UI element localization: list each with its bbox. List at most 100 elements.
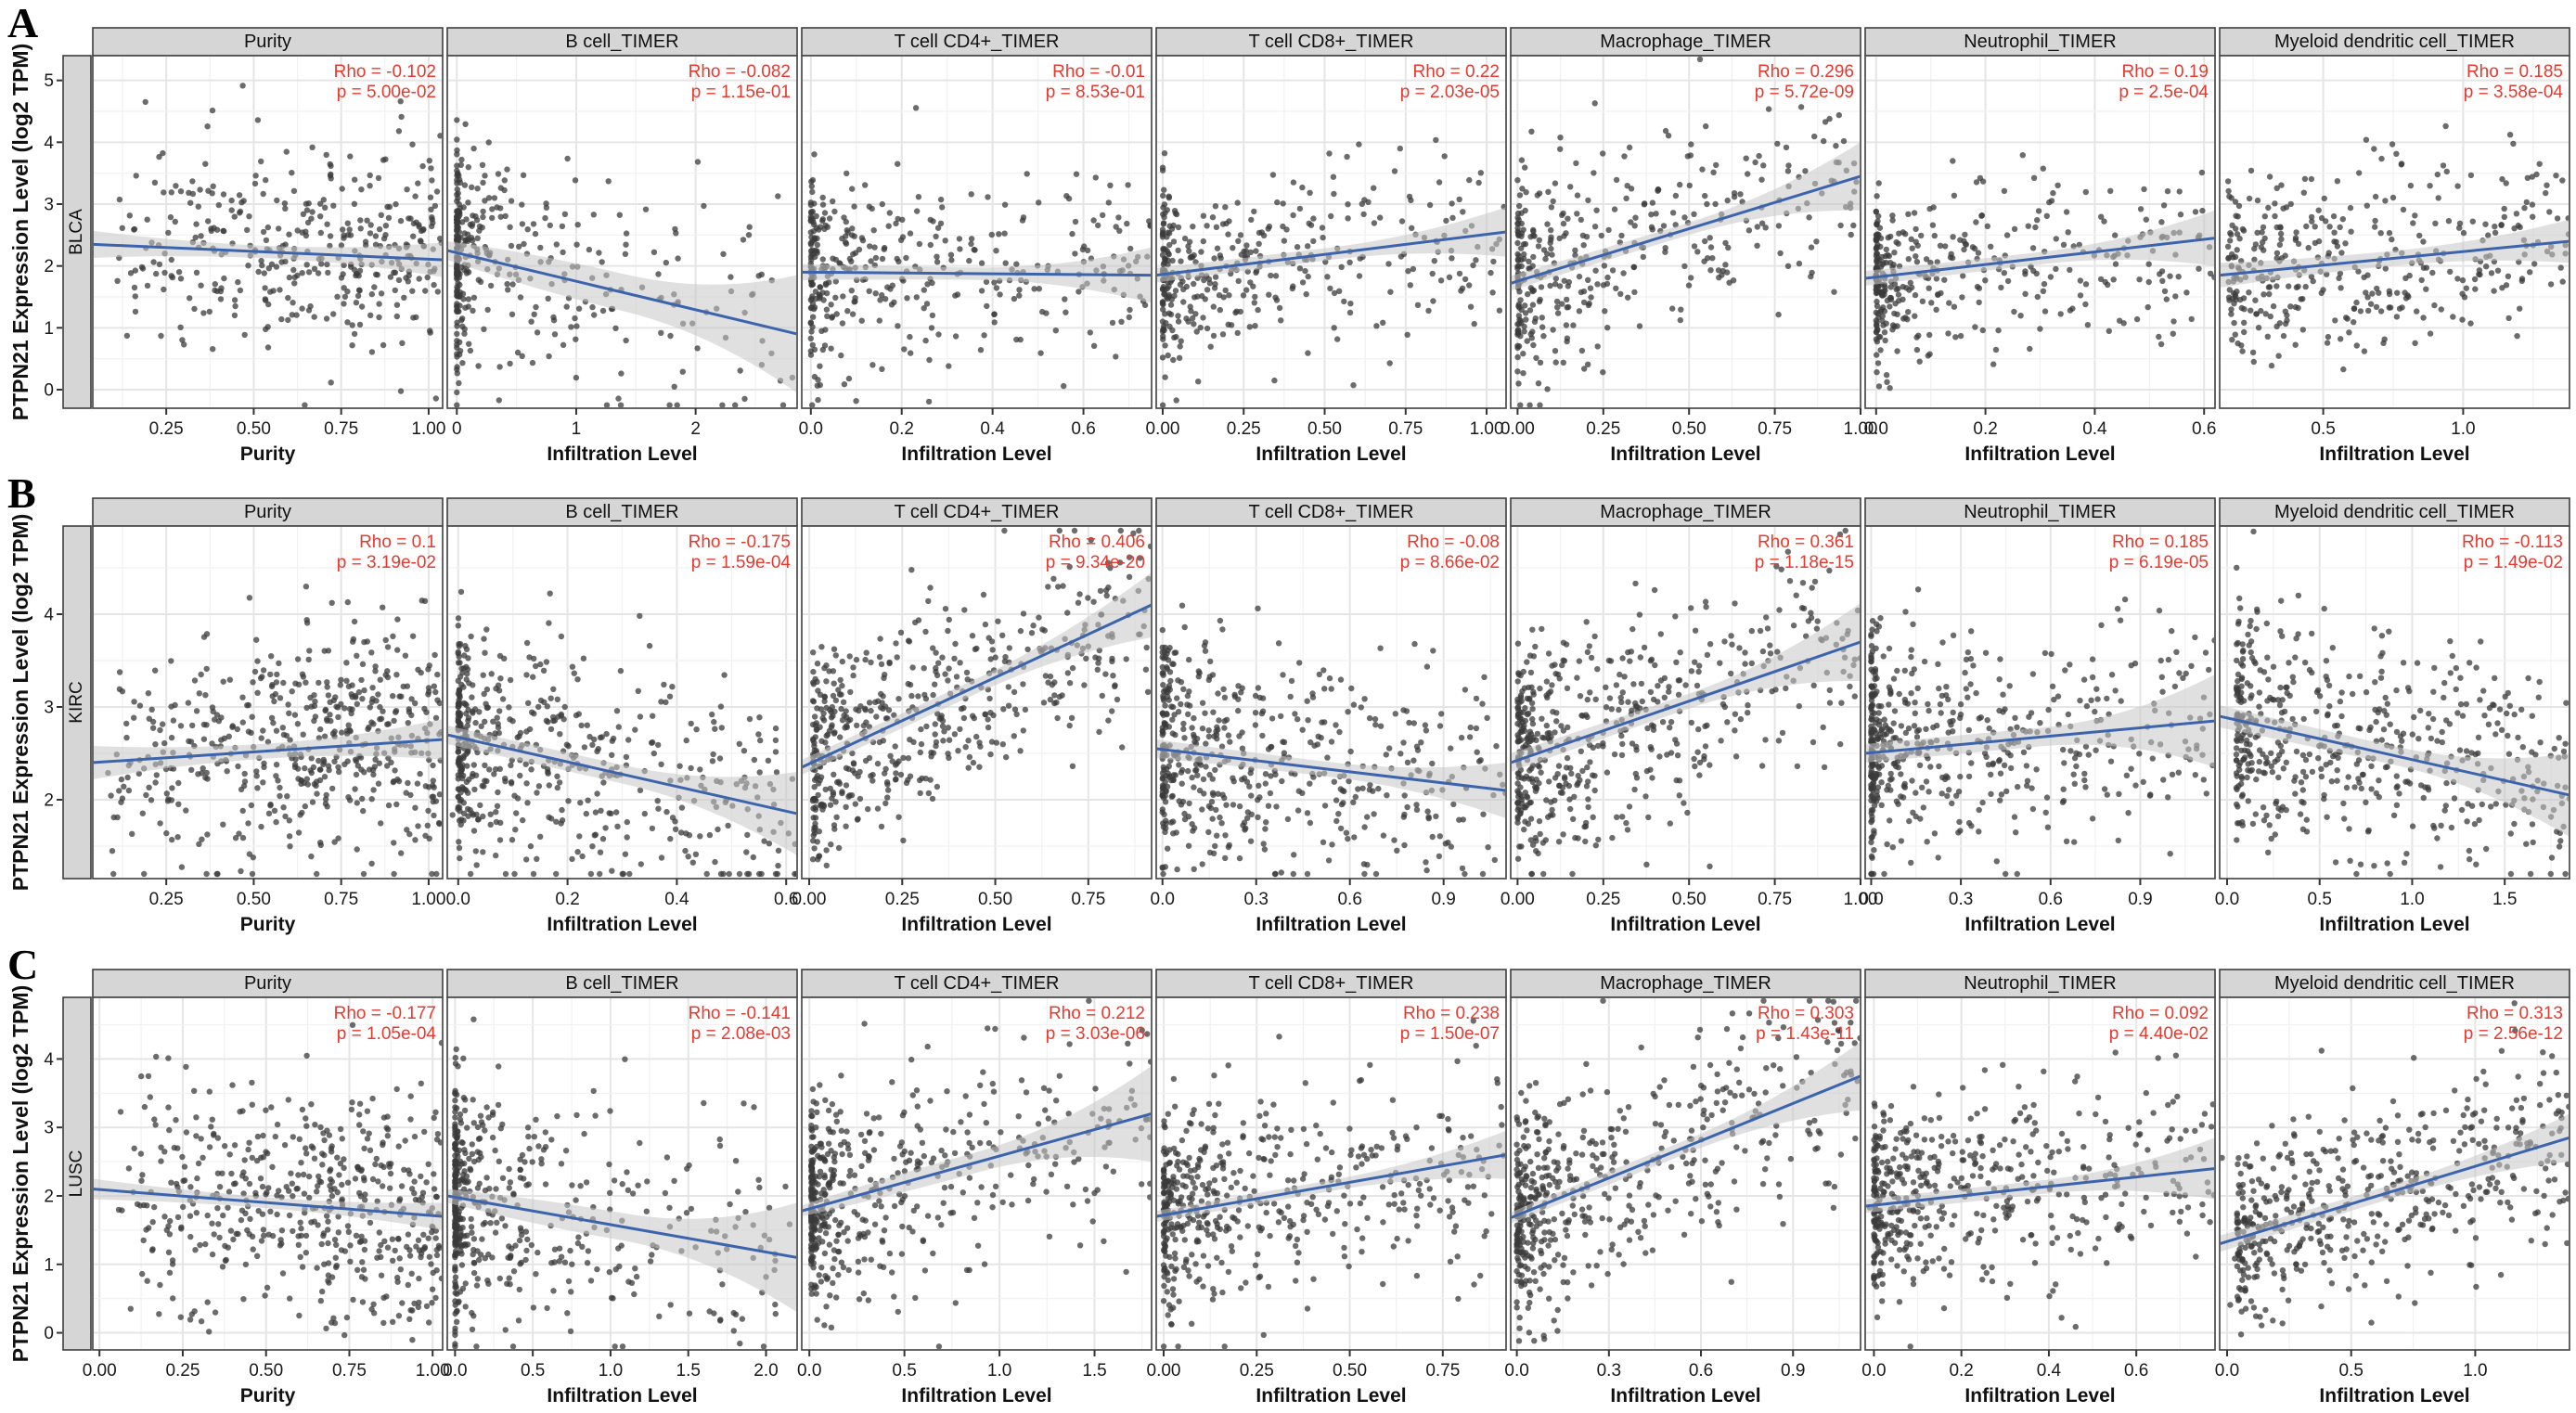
plot-area: [92, 996, 444, 1351]
scatter-panel: Purity Rho = 0.1p = 3.19e-02 0.25 0.50 0.75 1…: [92, 497, 445, 935]
scatter-points: [452, 1016, 793, 1349]
plot-inner: [803, 527, 1151, 878]
confidence-band: [2221, 219, 2569, 288]
plot-inner: [1512, 527, 1860, 878]
x-tick-label: 0.6: [1689, 1361, 1713, 1381]
x-axis-label: Infiltration Level: [2319, 443, 2469, 465]
regression-line: [2221, 239, 2569, 277]
x-tick-label: 0.0: [1151, 890, 1175, 909]
rho-annotation: Rho = -0.141: [689, 1004, 791, 1023]
p-annotation: p = 5.72e-09: [1755, 83, 1854, 102]
y-tick-label: 2: [44, 1187, 54, 1206]
x-tick-label: 0.25: [165, 1361, 200, 1381]
x-tick-label: 0.4: [980, 419, 1005, 439]
p-annotation: p = 3.19e-02: [337, 553, 436, 572]
x-tick-label: 0.5: [2338, 1361, 2363, 1381]
x-tick-label: 0.6: [2192, 419, 2216, 439]
x-tick-label: 0.0: [797, 1361, 821, 1381]
x-tick-label: 1.0: [599, 1361, 623, 1381]
rho-annotation: Rho = 0.19: [2122, 62, 2209, 82]
panel-title-strip: [446, 27, 798, 57]
x-axis-label: Infiltration Level: [1256, 1385, 1406, 1407]
x-tick-label: 2.0: [753, 1361, 778, 1381]
x-tick-label: 0.4: [2037, 1361, 2062, 1381]
x-tick-label: 0.9: [1431, 890, 1455, 909]
panel-title-strip: [92, 969, 444, 998]
x-axis-label: Infiltration Level: [1610, 443, 1760, 465]
p-annotation: p = 2.03e-05: [1400, 83, 1500, 102]
confidence-band: [94, 719, 442, 779]
y-tick-label: 4: [44, 606, 54, 625]
x-tick-label: 0.00: [1147, 1361, 1181, 1381]
panel-title: B cell_TIMER: [565, 502, 678, 522]
regression-line: [1866, 719, 2214, 755]
panel-title-strip: [1510, 969, 1861, 998]
scatter-points: [1159, 136, 1505, 407]
x-tick-label: 1.0: [987, 1361, 1011, 1381]
x-tick-label: 0.0: [1859, 890, 1883, 909]
plot-inner: [448, 57, 796, 407]
p-annotation: p = 1.18e-15: [1755, 553, 1854, 572]
regression-line: [94, 738, 442, 764]
p-annotation: p = 2.08e-03: [691, 1024, 791, 1044]
rho-annotation: Rho = 0.238: [1403, 1004, 1500, 1023]
regression-line: [803, 1112, 1151, 1213]
panel-title: T cell CD4+_TIMER: [894, 973, 1059, 994]
scatter-panel: T cell CD4+_TIMER Rho = -0.01p = 8.53e-01…: [799, 27, 1153, 465]
y-tick-label: 4: [44, 1050, 54, 1070]
p-annotation: p = 9.34e-20: [1046, 553, 1145, 572]
plot-inner: [94, 527, 442, 878]
rho-annotation: Rho = 0.1: [359, 533, 436, 552]
plot-inner: [1157, 57, 1505, 407]
scatter-panel: Myeloid dendritic cell_TIMER Rho = 0.185p…: [2219, 27, 2570, 465]
regression-line: [1866, 237, 2214, 280]
p-annotation: p = 1.49e-02: [2464, 553, 2563, 572]
regression-line: [803, 603, 1151, 769]
p-annotation: p = 5.00e-02: [337, 83, 436, 102]
confidence-band: [803, 572, 1151, 775]
panel-title-strip: [1510, 27, 1861, 57]
p-annotation: p = 4.40e-02: [2109, 1024, 2209, 1044]
plot-inner: [2221, 998, 2569, 1349]
confidence-band: [448, 726, 796, 855]
regression-line: [2221, 1136, 2569, 1245]
confidence-band: [2221, 705, 2569, 837]
cancer-strip-label: KIRC: [67, 681, 86, 723]
rho-annotation: Rho = 0.185: [2467, 62, 2563, 82]
rho-annotation: Rho = 0.212: [1049, 1004, 1145, 1023]
regression-line: [1512, 640, 1860, 764]
x-axis-label: Infiltration Level: [901, 1385, 1051, 1407]
x-axis-label: Infiltration Level: [901, 443, 1051, 465]
x-tick-label: 0.25: [1227, 419, 1261, 439]
rho-annotation: Rho = -0.102: [334, 62, 436, 82]
x-tick-label: 1.00: [1844, 890, 1878, 909]
plot-inner: [2221, 527, 2569, 878]
regression-line: [94, 242, 442, 262]
cancer-strip: [62, 55, 92, 409]
plot-inner: [1866, 57, 2214, 407]
x-tick-label: 0.0: [2215, 890, 2239, 909]
scatter-points: [1513, 998, 1860, 1344]
y-tick-label: 5: [44, 71, 54, 91]
x-tick-label: 0.0: [1504, 1361, 1528, 1381]
x-axis-label: Infiltration Level: [1964, 1385, 2115, 1407]
plot-inner: [1866, 527, 2214, 878]
regression-line: [448, 733, 796, 816]
confidence-band: [1512, 1042, 1860, 1224]
x-tick-label: 1.0: [2400, 890, 2424, 909]
rho-annotation: Rho = -0.08: [1407, 533, 1500, 552]
panel-title: T cell CD4+_TIMER: [894, 502, 1059, 522]
panel-title: T cell CD4+_TIMER: [894, 32, 1059, 52]
panel-title-strip: [1864, 497, 2216, 527]
x-tick-label: 0.75: [1388, 419, 1423, 439]
x-tick-label: 0.75: [332, 1361, 367, 1381]
x-axis-label: Infiltration Level: [1256, 443, 1406, 465]
regression-line: [1157, 747, 1505, 792]
